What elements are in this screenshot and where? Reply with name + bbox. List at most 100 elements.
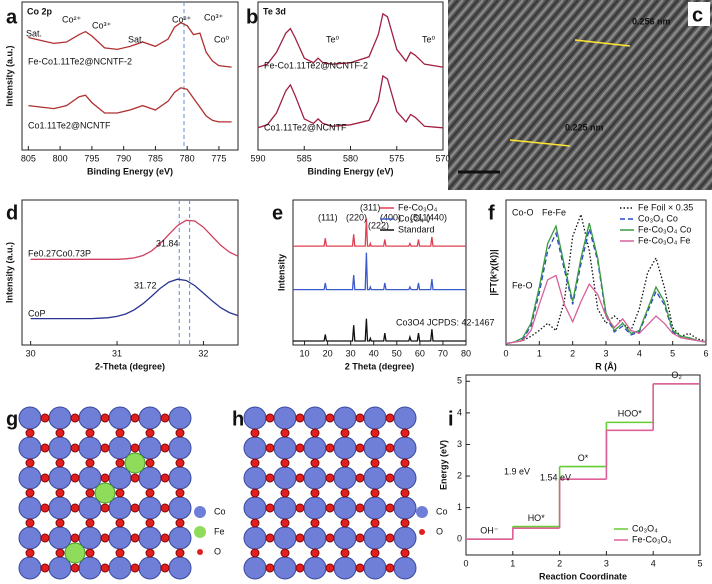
lattice-fringe — [667, 136, 712, 190]
o-atom — [385, 413, 395, 423]
lattice-fringe — [487, 0, 649, 190]
o-atom — [100, 443, 110, 453]
o-atom — [295, 533, 305, 543]
o-atom — [370, 488, 380, 498]
lattice-fringe — [448, 0, 564, 139]
y-axis-label: Intensity (a.u.) — [4, 242, 14, 303]
o-atom — [145, 518, 155, 528]
fringe-arrow — [574, 39, 631, 47]
series-line — [505, 228, 707, 345]
annotation: Fe0.27Co0.73P — [28, 248, 91, 258]
co-atom — [168, 526, 192, 550]
o-atom — [160, 563, 170, 573]
fe-atom — [94, 482, 116, 504]
o-atom — [145, 458, 155, 468]
o-atom — [175, 488, 185, 498]
panel-letter: e — [272, 202, 283, 224]
lattice-fringe — [527, 0, 689, 190]
o-atom — [55, 428, 65, 438]
lattice-fringe — [677, 147, 712, 190]
lattice-fringe — [448, 0, 604, 186]
state-label: O₂ — [671, 370, 682, 380]
legend-label: Fe-Co₃O₄ — [632, 534, 672, 544]
o-atom — [130, 533, 140, 543]
co-atom — [393, 406, 417, 430]
lattice-fringe — [567, 17, 712, 190]
annotation: Co3O4 JCPDS: 42-1467 — [396, 317, 495, 327]
o-atom — [40, 443, 50, 453]
co-atom — [108, 526, 132, 550]
o-atom — [265, 443, 275, 453]
x-tick-label: 80 — [461, 348, 471, 358]
annotation: Te⁰ — [326, 34, 340, 44]
x-tick-label: 32 — [198, 348, 208, 358]
o-atom — [70, 473, 80, 483]
co-atom — [48, 496, 72, 520]
series-line — [30, 219, 239, 260]
co-atom — [108, 556, 132, 580]
legend-label: Co₃O₄ — [632, 523, 658, 533]
o-atom — [85, 518, 95, 528]
legend-label: Fe-Co₃O₄ Fe — [638, 235, 690, 245]
o-atom — [250, 488, 260, 498]
y-axis-label: Intensity — [276, 254, 286, 291]
o-atom — [370, 428, 380, 438]
o-atom — [40, 473, 50, 483]
lattice-fringe — [448, 0, 459, 14]
o-atom — [70, 443, 80, 453]
o-atom — [100, 563, 110, 573]
co-atom — [303, 496, 327, 520]
co-atom — [303, 466, 327, 490]
lattice-fringe — [517, 0, 679, 190]
o-atom — [340, 488, 350, 498]
x-tick-label: 30 — [346, 348, 356, 358]
chart-title: Te 3d — [263, 6, 286, 16]
panel-letter: g — [6, 408, 18, 430]
annotation: (400) — [380, 212, 401, 222]
co-atom — [333, 526, 357, 550]
lattice-fringe — [502, 0, 664, 190]
lattice-fringe — [637, 100, 712, 190]
o-atom — [100, 473, 110, 483]
o-atom — [325, 413, 335, 423]
o-atom — [250, 458, 260, 468]
o-atom — [130, 503, 140, 513]
legend-atom — [416, 506, 428, 518]
o-atom — [175, 458, 185, 468]
state-label: O* — [578, 453, 589, 463]
o-atom — [280, 428, 290, 438]
o-atom — [310, 458, 320, 468]
o-atom — [370, 518, 380, 528]
x-tick-label: 3 — [604, 558, 609, 568]
o-atom — [85, 548, 95, 558]
x-tick-label: 1 — [537, 348, 542, 358]
y-axis-label: Energy (eV) — [438, 440, 448, 490]
plot-frame — [465, 374, 701, 556]
legend-label: Co₃O₄ Co — [638, 213, 678, 223]
o-atom — [55, 518, 65, 528]
o-atom — [130, 473, 140, 483]
o-atom — [100, 533, 110, 543]
x-tick-label: 3 — [603, 348, 608, 358]
annotation: 1.9 eV — [504, 466, 530, 476]
o-atom — [385, 533, 395, 543]
co-atom — [243, 526, 267, 550]
o-atom — [355, 443, 365, 453]
plot-frame — [21, 1, 239, 151]
co-atom — [138, 526, 162, 550]
series-line — [505, 212, 707, 345]
x-tick-label: 585 — [297, 153, 312, 163]
lattice-fringe — [592, 46, 712, 190]
co-atom — [138, 496, 162, 520]
x-tick-label: 580 — [343, 153, 358, 163]
o-atom — [355, 473, 365, 483]
o-atom — [340, 428, 350, 438]
co-atom — [48, 466, 72, 490]
co-atom — [363, 466, 387, 490]
x-tick-label: 800 — [53, 153, 68, 163]
co-atom — [393, 526, 417, 550]
annotation: Co²⁺ — [62, 14, 82, 24]
co-atom — [273, 556, 297, 580]
o-atom — [265, 473, 275, 483]
lattice-fringe — [647, 112, 712, 190]
